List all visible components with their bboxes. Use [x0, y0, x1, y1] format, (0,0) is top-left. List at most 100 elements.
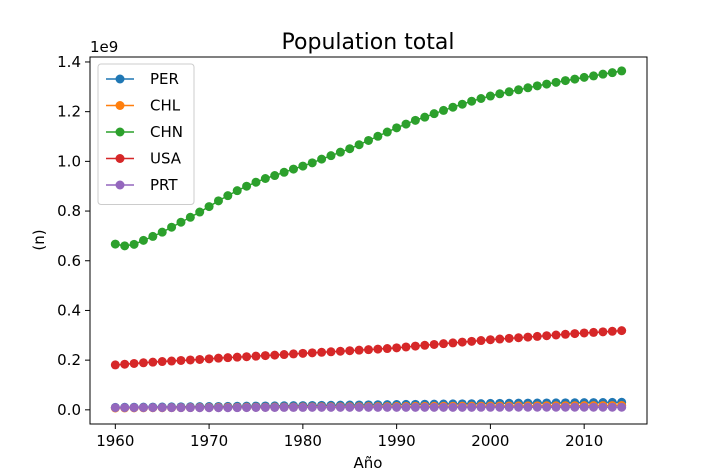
- data-point-usa: [176, 355, 186, 365]
- data-point-prt: [485, 402, 495, 412]
- x-tick-label: 1980: [284, 432, 322, 450]
- data-point-usa: [448, 338, 458, 348]
- axes-frame: [89, 56, 648, 425]
- data-point-prt: [307, 402, 317, 412]
- data-point-prt: [364, 402, 373, 412]
- data-point-prt: [195, 403, 205, 413]
- data-point-prt: [392, 402, 402, 412]
- data-point-usa: [532, 331, 542, 341]
- data-point-prt: [523, 402, 533, 412]
- x-tick-label: 2010: [565, 432, 603, 450]
- data-point-usa: [129, 358, 139, 368]
- data-point-usa: [495, 334, 505, 344]
- data-point-chn: [317, 154, 327, 164]
- data-point-chn: [138, 235, 148, 245]
- data-point-chn: [288, 164, 298, 174]
- data-point-chn: [392, 123, 402, 133]
- data-point-chn: [579, 72, 589, 82]
- data-point-prt: [185, 403, 195, 413]
- data-point-chn: [439, 105, 449, 115]
- data-point-usa: [504, 333, 514, 343]
- data-point-chn: [260, 174, 270, 184]
- data-point-chn: [195, 207, 205, 217]
- data-point-usa: [270, 350, 280, 360]
- x-axis: 1960 1970 1980 1990 2000 2010: [96, 424, 603, 450]
- data-point-chn: [298, 161, 308, 171]
- data-point-chn: [429, 109, 439, 119]
- data-point-prt: [401, 402, 411, 412]
- data-point-usa: [279, 350, 289, 360]
- data-point-usa: [204, 354, 214, 364]
- data-point-prt: [298, 402, 308, 412]
- data-point-chn: [607, 68, 617, 78]
- data-point-prt: [223, 403, 233, 413]
- data-point-prt: [607, 402, 617, 412]
- data-point-chn: [514, 85, 524, 95]
- y-tick-label: 0.0: [57, 401, 81, 419]
- data-point-usa: [167, 356, 177, 366]
- legend-marker: [115, 74, 125, 84]
- data-point-prt: [345, 402, 355, 412]
- data-point-prt: [448, 402, 458, 412]
- y-tick-label: 0.4: [57, 301, 81, 319]
- y-offset-text: 1e9: [90, 38, 118, 56]
- data-point-usa: [110, 360, 120, 370]
- data-point-usa: [514, 333, 524, 343]
- data-point-usa: [410, 341, 420, 351]
- data-point-chn: [448, 102, 458, 112]
- data-point-usa: [439, 339, 449, 349]
- data-point-chn: [335, 147, 345, 157]
- data-point-chn: [110, 239, 120, 249]
- data-point-chn: [307, 158, 317, 168]
- data-point-usa: [213, 353, 223, 363]
- data-point-chn: [495, 89, 505, 99]
- data-point-prt: [439, 402, 449, 412]
- y-tick-label: 1.2: [57, 103, 81, 121]
- data-point-chn: [542, 79, 552, 89]
- data-point-prt: [542, 402, 552, 412]
- data-point-chn: [204, 202, 214, 212]
- data-point-chn: [410, 115, 420, 125]
- data-point-usa: [457, 337, 467, 347]
- data-point-usa: [326, 347, 336, 357]
- data-point-usa: [157, 357, 167, 367]
- data-point-chn: [532, 81, 542, 91]
- data-point-prt: [617, 402, 627, 412]
- data-point-prt: [476, 402, 486, 412]
- data-point-usa: [476, 336, 486, 346]
- data-point-prt: [317, 402, 327, 412]
- data-point-prt: [110, 403, 120, 413]
- data-point-usa: [429, 339, 439, 349]
- data-point-chn: [551, 77, 561, 87]
- data-point-prt: [213, 403, 223, 413]
- data-point-prt: [532, 402, 542, 412]
- data-point-usa: [598, 327, 608, 337]
- data-point-prt: [598, 402, 608, 412]
- data-point-chn: [598, 69, 608, 79]
- data-point-usa: [223, 353, 233, 363]
- data-point-usa: [364, 345, 373, 355]
- data-point-prt: [251, 403, 261, 413]
- data-point-prt: [120, 403, 130, 413]
- data-point-chn: [354, 140, 364, 150]
- data-point-chn: [223, 191, 233, 201]
- data-point-chn: [504, 87, 514, 97]
- data-point-chn: [242, 181, 252, 191]
- series-prt: [110, 402, 627, 413]
- legend-marker: [115, 101, 125, 110]
- x-tick-label: 2000: [471, 432, 509, 450]
- data-point-usa: [317, 347, 327, 357]
- data-point-chn: [326, 151, 336, 161]
- data-point-usa: [298, 348, 308, 358]
- data-point-chn: [270, 171, 280, 181]
- legend-marker: [115, 154, 125, 163]
- y-axis-label: (n): [30, 229, 48, 250]
- data-point-chn: [523, 83, 533, 93]
- data-point-prt: [467, 402, 477, 412]
- legend-label: PER: [150, 70, 179, 88]
- legend-item-usa: USA: [106, 150, 182, 168]
- data-point-chn: [279, 167, 289, 177]
- data-point-usa: [195, 354, 205, 364]
- y-tick-label: 0.6: [57, 252, 81, 270]
